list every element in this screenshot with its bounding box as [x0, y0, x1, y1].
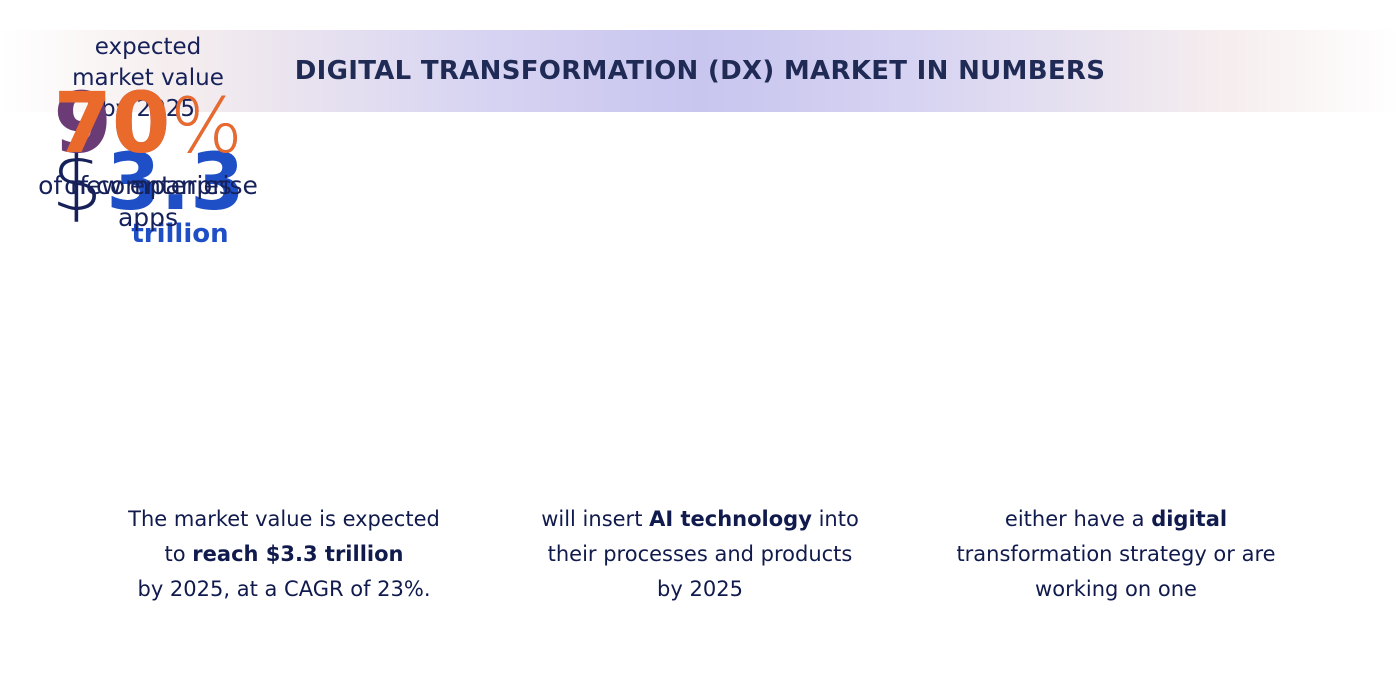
stat-value: 70%	[0, 78, 296, 171]
description-line: to reach $3.3 trillion	[74, 537, 494, 572]
text: to	[164, 542, 193, 566]
description-line: by 2025, at a CAGR of 23%.	[74, 572, 494, 607]
text: transformation strategy or are	[956, 542, 1276, 566]
number: 90	[53, 74, 171, 172]
number: 3.3	[106, 138, 245, 228]
bold-text: digital	[1151, 507, 1228, 531]
description-line: will insert AI technology into	[490, 502, 910, 537]
stat-label: of new enterprise apps	[0, 170, 296, 234]
stat-label: expected market value by 2025	[0, 32, 296, 125]
text: their processes and products	[547, 542, 853, 566]
stat-label: of companies	[0, 170, 296, 202]
label-line: of new enterprise	[38, 171, 258, 200]
text: by 2025	[657, 577, 743, 601]
text: into	[811, 507, 859, 531]
label-line: of companies	[64, 171, 232, 200]
description-line: their processes and products	[490, 537, 910, 572]
description-line: either have a digital	[906, 502, 1326, 537]
text: working on one	[1035, 577, 1197, 601]
stat-value: 90%	[0, 78, 296, 171]
percent: %	[170, 81, 243, 170]
bold-text: reach $3.3 trillion	[192, 542, 404, 566]
title: DIGITAL TRANSFORMATION (DX) MARKET IN NU…	[294, 56, 1106, 86]
unit: trillion	[131, 219, 229, 249]
text: either have a	[1004, 507, 1152, 531]
label-line: expected	[94, 34, 202, 60]
stat-value: $3.3	[0, 136, 296, 229]
text: by 2025, at a CAGR of 23%.	[137, 577, 431, 601]
number: 70	[53, 74, 171, 172]
currency: $	[51, 136, 103, 229]
description-line: working on one	[906, 572, 1326, 607]
description-line: by 2025	[490, 572, 910, 607]
text: will insert	[541, 507, 650, 531]
label-line: apps	[117, 203, 179, 232]
description-line: The market value is expected	[74, 502, 494, 537]
description-line: transformation strategy or are	[906, 537, 1326, 572]
text: The market value is expected	[128, 507, 440, 531]
description: The market value is expected to reach $3.…	[74, 502, 494, 607]
label-line: by 2025	[100, 96, 196, 122]
percent: %	[170, 81, 243, 170]
description: will insert AI technology into their proc…	[490, 502, 910, 607]
title-band	[0, 30, 1400, 112]
bold-text: AI technology	[649, 507, 812, 531]
label-line: market value	[72, 65, 224, 91]
description: either have a digital transformation stra…	[906, 502, 1326, 607]
